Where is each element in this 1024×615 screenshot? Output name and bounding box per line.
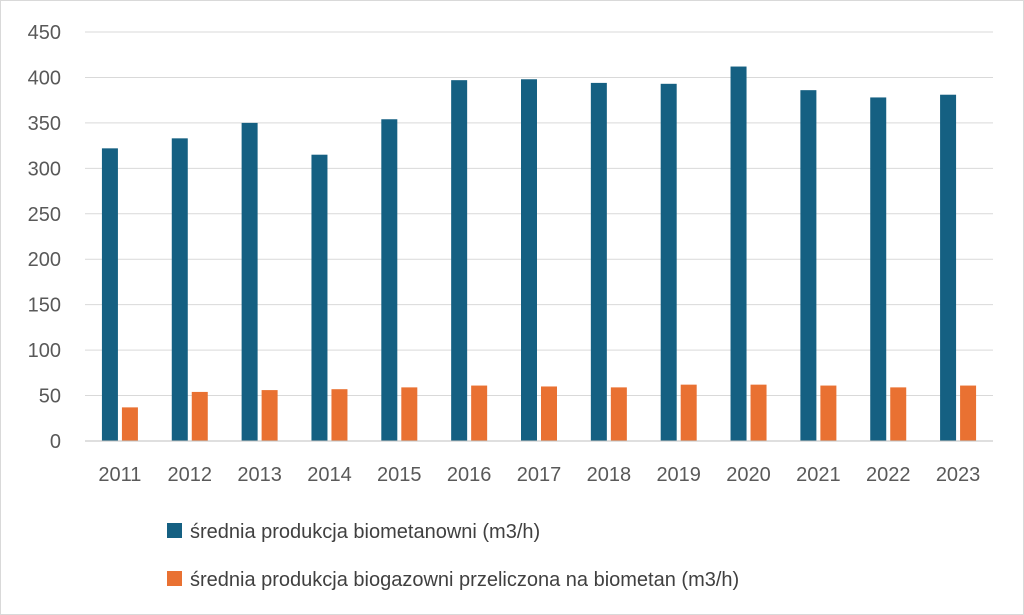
bar-biogas-2013 (261, 390, 278, 441)
x-tick-label: 2016 (447, 464, 492, 486)
bar-biogas-2016 (471, 385, 488, 441)
y-axis-ticks: 0 50 100 150 200 250 300 350 400 450 (28, 22, 61, 453)
bar-biogas-2019 (680, 384, 697, 441)
y-tick-label: 350 (28, 113, 61, 135)
y-tick-label: 200 (28, 249, 61, 271)
bar-biomethane-2019 (660, 83, 677, 441)
bar-biogas-2017 (541, 386, 557, 441)
bar-biogas-2018 (610, 387, 627, 441)
legend-swatch (167, 523, 182, 538)
x-tick-label: 2019 (656, 464, 701, 486)
x-tick-label: 2018 (587, 464, 632, 486)
bar-biomethane-2015 (381, 119, 398, 442)
gridlines (85, 31, 993, 397)
bar-biomethane-2022 (870, 97, 887, 441)
x-tick-label: 2020 (726, 464, 771, 486)
legend-label: średnia produkcja biogazowni przeliczona… (190, 569, 739, 591)
bar-biomethane-2020 (730, 66, 747, 441)
bar-biomethane-2012 (171, 138, 188, 441)
x-tick-label: 2023 (936, 464, 981, 486)
bar-biomethane-2016 (451, 80, 468, 441)
x-tick-label: 2012 (168, 464, 213, 486)
bar-biogas-2022 (890, 387, 907, 441)
bar-biomethane-2021 (800, 90, 817, 442)
x-tick-label: 2011 (98, 464, 141, 486)
bar-biomethane-2014 (311, 154, 328, 441)
y-tick-label: 100 (28, 340, 61, 362)
x-tick-label: 2014 (307, 464, 352, 486)
legend-label: średnia produkcja biometanowni (m3/h) (190, 521, 540, 543)
y-tick-label: 450 (28, 22, 61, 44)
legend: średnia produkcja biometanowni (m3/h) śre… (167, 521, 739, 591)
bar-biogas-2023 (960, 385, 977, 441)
bar-biogas-2014 (331, 389, 348, 441)
legend-swatch (167, 571, 182, 586)
x-tick-label: 2017 (517, 464, 562, 486)
bar-biomethane-2011 (101, 148, 118, 442)
bar-biomethane-2017 (521, 79, 537, 442)
y-tick-label: 250 (28, 204, 61, 226)
x-tick-label: 2013 (237, 464, 282, 486)
x-axis-ticks: 2011 2012 2013 2014 2015 2016 2017 2018 2019 2020… (98, 464, 980, 486)
y-tick-label: 300 (28, 158, 61, 180)
bar-biogas-2020 (750, 384, 767, 441)
y-tick-label: 0 (50, 431, 61, 453)
x-tick-label: 2021 (796, 464, 841, 486)
x-tick-label: 2022 (866, 464, 911, 486)
y-tick-label: 150 (28, 295, 61, 317)
bar-biomethane-2023 (940, 94, 957, 442)
y-tick-label: 50 (39, 386, 61, 408)
x-tick-label: 2015 (377, 464, 422, 486)
y-tick-label: 400 (28, 67, 61, 89)
bars (101, 66, 977, 442)
bar-biogas-2015 (401, 387, 418, 441)
bar-biogas-2012 (191, 391, 208, 441)
bar-biomethane-2013 (241, 122, 258, 441)
bar-biomethane-2018 (590, 82, 607, 442)
bar-biogas-2011 (121, 407, 138, 441)
bar-biogas-2021 (820, 385, 837, 441)
